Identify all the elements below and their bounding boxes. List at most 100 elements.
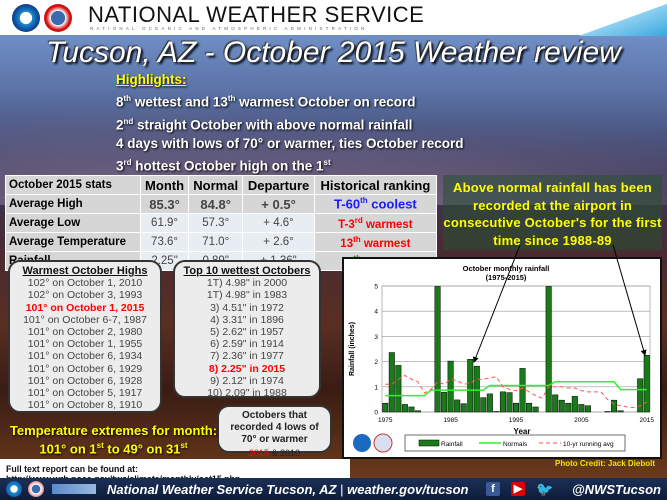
highlights: Highlights: 8th wettest and 13th warmest…: [116, 70, 464, 176]
running-avg-line: [385, 374, 647, 408]
highlight-text: hottest October high on the 1: [131, 158, 324, 174]
highlight-text: wettest and 13: [131, 94, 228, 110]
highlight-text: th: [227, 94, 236, 103]
rainfall-chart: October monthly rainfall (1975-2015) Rai…: [342, 257, 662, 459]
highlight-line: 8th wettest and 13th warmest October on …: [116, 89, 464, 112]
ext-a: 101° on 1: [39, 441, 97, 457]
list-item: 101° on October 2, 1980: [27, 326, 143, 339]
y-tick-label: 1: [374, 384, 378, 391]
list-item: 1T) 4.98" in 2000: [206, 277, 288, 290]
rainfall-bar: [617, 410, 624, 413]
facebook-icon[interactable]: f: [486, 482, 500, 496]
y-tick-label: 3: [374, 334, 378, 341]
rainfall-bar: [382, 402, 389, 413]
agency-subtitle: NATIONAL OCEANIC AND ATMOSPHERIC ADMINIS…: [90, 26, 368, 31]
col-header: October 2015 stats: [5, 175, 141, 195]
legend-rainfall-swatch: [418, 439, 440, 447]
row-label: Average Temperature: [5, 232, 141, 252]
rainfall-bar: [473, 365, 480, 413]
departure-value: + 4.6°: [242, 213, 315, 233]
stats-row: Average Low 61.9° 57.3° + 4.6° T-3rd warmest: [5, 213, 438, 233]
stats-row: Average Temperature 73.6° 71.0° + 2.6° 13th …: [5, 232, 438, 252]
highlight-text: st: [323, 158, 331, 167]
rainfall-bar: [578, 404, 585, 413]
rank-text: warmest: [360, 237, 411, 250]
highlight-text: nd: [123, 116, 134, 126]
rainfall-bar: [558, 399, 565, 413]
legend-avg: 10-yr running avg: [563, 441, 614, 448]
col-header: Normal: [188, 175, 244, 195]
lows-sep: &: [268, 447, 280, 458]
swoosh-graphic: [567, 0, 667, 36]
list-item: 101° on October 6, 1934: [27, 350, 143, 363]
rainfall-bar: [395, 365, 402, 413]
x-tick-label: 1975: [378, 417, 393, 424]
list-item: 101° on October 1, 2015: [25, 301, 145, 314]
twitter-handle[interactable]: @NWSTucson: [572, 482, 661, 497]
website-link[interactable]: weather.gov/tucson: [347, 482, 469, 497]
rainfall-bar: [604, 411, 611, 413]
twitter-icon[interactable]: 🐦: [536, 481, 554, 497]
row-label: Average High: [5, 194, 141, 214]
warmest-highs-box: Warmest October Highs 102° on October 1,…: [8, 260, 162, 413]
normal-value: 57.3°: [188, 213, 244, 233]
rainfall-bar: [519, 368, 526, 413]
rainfall-bar: [643, 355, 650, 413]
rank: 13: [340, 237, 354, 250]
col-header: Month: [139, 175, 190, 195]
rank-text: warmest: [362, 218, 413, 231]
ranking-value: T-3rd warmest: [313, 213, 438, 233]
list-item: 4) 3.31" in 1896: [210, 313, 284, 326]
rank-suffix: th: [360, 196, 368, 206]
rainfall-bar: [434, 286, 441, 413]
normals-line: [385, 381, 647, 397]
office-name: National Weather Service Tucson, AZ: [107, 482, 337, 497]
highlight-text: 8: [116, 94, 124, 110]
col-header: Historical ranking: [313, 175, 438, 195]
ext-c: to 49° on 31: [103, 441, 181, 457]
extremes-line2: 101° on 1st to 49° on 31st: [6, 438, 221, 456]
wettest-heading: Top 10 wettest Octobers: [183, 265, 311, 277]
rainfall-bar: [565, 402, 572, 413]
highlight-line: 2nd straight October with above normal r…: [116, 112, 464, 135]
x-axis-label: Year: [514, 427, 531, 436]
rainfall-bar: [552, 394, 559, 413]
highlight-text: 2: [116, 117, 124, 132]
lows-text: Octobers that recorded 4 lows of 70° or …: [230, 410, 319, 446]
warmest-heading: Warmest October Highs: [22, 265, 148, 277]
footer-text: National Weather Service Tucson, AZ | we…: [107, 482, 468, 497]
list-item: 102° on October 1, 2010: [27, 277, 143, 290]
rank: T-60: [334, 196, 361, 212]
rainfall-callout: Above normal rainfall has been recorded …: [443, 175, 662, 250]
youtube-icon[interactable]: ▶: [511, 482, 525, 496]
ranking-value: 13th warmest: [313, 232, 438, 252]
rainfall-bar: [545, 286, 552, 413]
lows-year-2010: 2010: [280, 447, 301, 458]
month-value: 61.9°: [139, 213, 190, 233]
list-item: 10) 2.09" in 1988: [207, 387, 287, 400]
report-link[interactable]: Full text report can be found at: http:/…: [0, 459, 350, 484]
month-value: 85.3°: [139, 194, 190, 214]
normal-value: 71.0°: [188, 232, 244, 252]
rainfall-bar: [526, 402, 533, 413]
highlight-text: 3: [116, 158, 124, 174]
noaa-logo-icon: [12, 4, 40, 32]
rainfall-bar: [401, 404, 408, 413]
rainfall-bar: [447, 360, 454, 413]
chart-legend: Rainfall Normals 10-yr running avg: [404, 434, 626, 452]
lows-year-2015: 2015: [248, 447, 269, 458]
nws-header: NATIONAL WEATHER SERVICE NATIONAL OCEANI…: [0, 0, 667, 36]
nws-logo-icon: [28, 481, 44, 497]
month-value: 73.6°: [139, 232, 190, 252]
rainfall-bar: [513, 402, 519, 413]
rainfall-bar: [467, 359, 474, 413]
highlight-line: 4 days with lows of 70° or warmer, ties …: [116, 134, 464, 153]
departure-value: + 2.6°: [242, 232, 315, 252]
ranking-value: T-60th coolest: [313, 194, 438, 214]
list-item: 5) 2.62" in 1957: [210, 326, 284, 339]
departure-value: + 0.5°: [242, 194, 315, 214]
rainfall-bar: [611, 399, 618, 413]
rainfall-bar: [571, 396, 578, 413]
rainfall-bar: [493, 411, 500, 413]
ext-d: st: [180, 441, 188, 450]
